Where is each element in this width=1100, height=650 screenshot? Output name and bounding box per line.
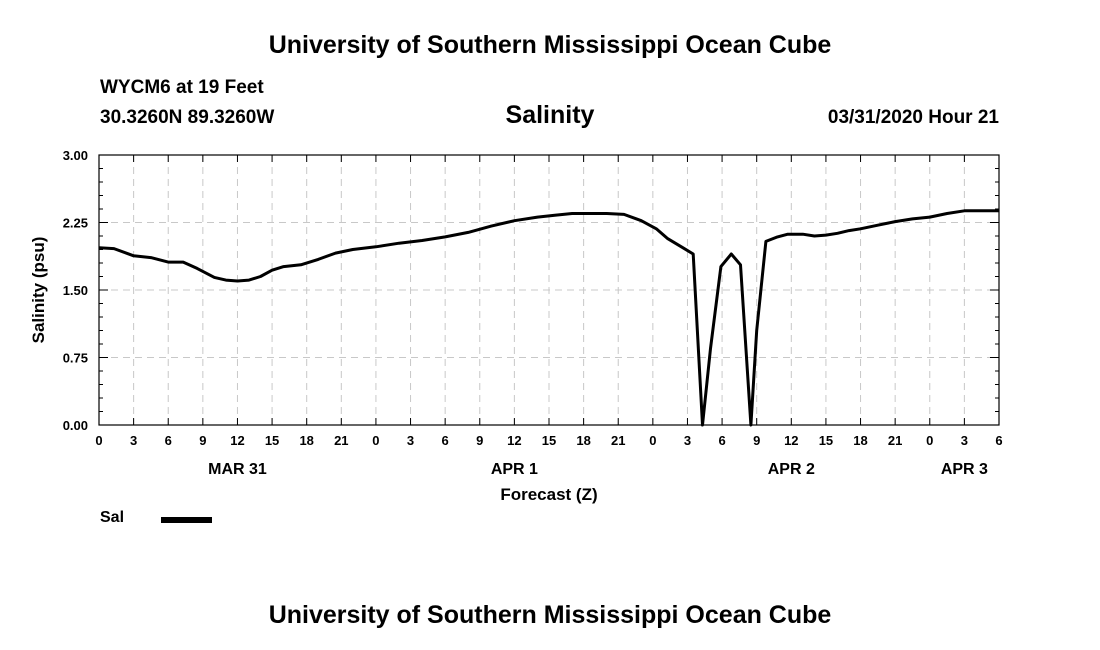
date-label: APR 2 [768,461,815,478]
x-tick-label: 21 [334,433,348,448]
x-tick-label: 9 [753,433,760,448]
x-tick-label: 21 [888,433,902,448]
x-tick-label: 18 [299,433,313,448]
x-tick-label: 12 [784,433,798,448]
x-tick-label: 3 [961,433,968,448]
legend-label: Sal [100,509,125,526]
x-tick-label: 0 [372,433,379,448]
y-tick-label: 2.25 [63,216,88,231]
x-tick-label: 6 [718,433,725,448]
footer-title: University of Southern Mississippi Ocean… [268,601,832,629]
x-tick-label: 21 [611,433,625,448]
x-axis-title: Forecast (Z) [500,485,597,504]
y-tick-label: 3.00 [63,148,88,163]
x-tick-label: 12 [507,433,521,448]
x-tick-label: 6 [995,433,1002,448]
y-tick-label: 0.75 [63,351,88,366]
date-label: MAR 31 [208,461,267,478]
x-tick-label: 0 [649,433,656,448]
date-label: APR 3 [941,461,988,478]
x-tick-label: 12 [230,433,244,448]
x-tick-label: 3 [684,433,691,448]
chart-title: Salinity [505,101,595,129]
plot-frame [98,154,1000,426]
coordinates-label: 30.3260N 89.3260W [100,107,275,128]
date-label: APR 1 [491,461,538,478]
forecast-datetime: 03/31/2020 Hour 21 [827,107,999,128]
x-tick-label: 15 [819,433,833,448]
x-tick-label: 15 [542,433,556,448]
y-tick-label: 0.00 [63,418,88,433]
x-tick-label: 15 [265,433,279,448]
page-title: University of Southern Mississippi Ocean… [268,31,832,59]
x-tick-label: 18 [576,433,590,448]
x-tick-label: 6 [165,433,172,448]
x-tick-label: 9 [476,433,483,448]
x-tick-label: 0 [95,433,102,448]
x-tick-label: 18 [853,433,867,448]
x-tick-label: 6 [442,433,449,448]
x-tick-label: 3 [130,433,137,448]
legend-swatch [161,517,212,523]
y-tick-label: 1.50 [63,283,88,298]
y-axis-title: Salinity (psu) [29,237,48,344]
station-label: WYCM6 at 19 Feet [100,77,264,98]
x-tick-label: 3 [407,433,414,448]
x-tick-label: 0 [926,433,933,448]
salinity-series-line [98,209,999,427]
x-tick-label: 9 [199,433,206,448]
